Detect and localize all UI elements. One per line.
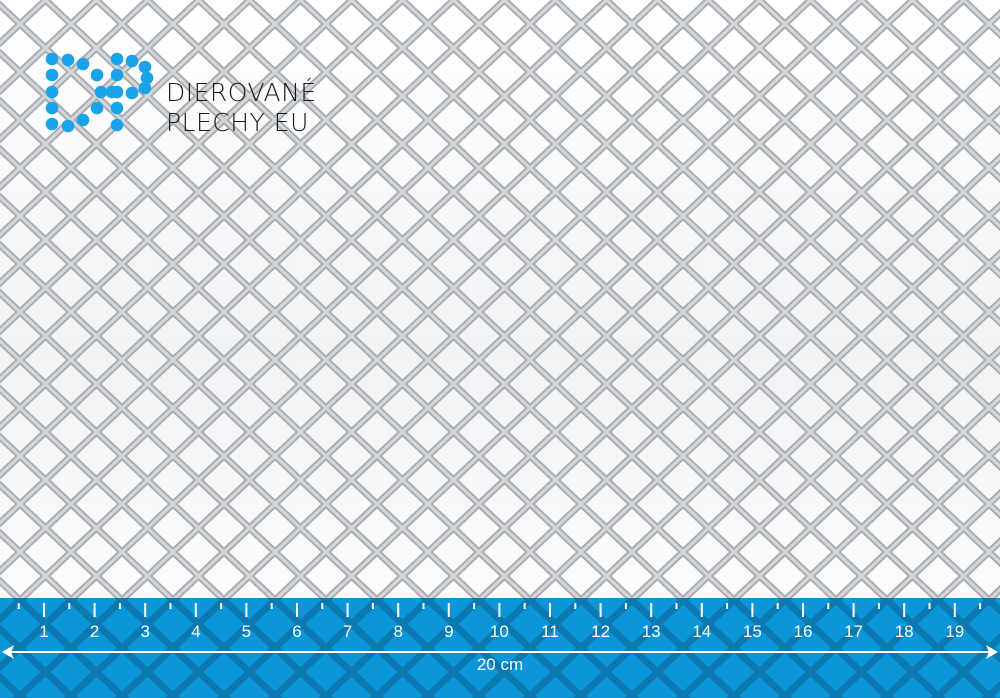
- logo-dot: [90, 101, 104, 115]
- ruler-mark-label: 12: [591, 622, 611, 641]
- logo-dot: [105, 85, 119, 99]
- logo-dot: [138, 60, 152, 74]
- logo-dot: [76, 113, 90, 127]
- ruler-mark-label: 1: [39, 622, 49, 641]
- ruler-mark-label: 17: [844, 622, 864, 641]
- logo-mark: [45, 52, 154, 133]
- logo-dot: [140, 71, 154, 85]
- ruler-mark-label: 16: [793, 622, 813, 641]
- ruler-mark-label: 5: [241, 622, 252, 641]
- ruler-mark-label: 15: [742, 622, 762, 641]
- logo-dot: [45, 117, 59, 131]
- logo-dot: [45, 101, 59, 115]
- ruler-mark-label: 11: [541, 622, 559, 641]
- logo-dot: [45, 85, 59, 99]
- ruler-mark-label: 10: [489, 622, 509, 641]
- logo-dot: [45, 68, 59, 82]
- logo-dot: [61, 119, 75, 133]
- logo-dot: [110, 101, 124, 115]
- logo-dot: [76, 57, 90, 71]
- ruler-mark-label: 3: [140, 622, 150, 641]
- logo-dot: [110, 68, 124, 82]
- ruler-mark-label: 6: [292, 622, 302, 641]
- logo-dot: [125, 86, 139, 100]
- ruler-mark-label: 8: [393, 622, 403, 641]
- ruler-mark-label: 19: [945, 622, 965, 641]
- logo-dot: [110, 52, 124, 66]
- arrow-left-icon: [2, 645, 14, 659]
- logo-dot: [45, 52, 59, 66]
- logo-dot: [125, 54, 139, 68]
- logo-dot: [138, 81, 152, 95]
- logo-dot: [94, 85, 108, 99]
- brand-name-line2: PLECHY EU: [166, 108, 309, 137]
- ruler-band: [0, 598, 1000, 698]
- ruler-length-label: 20 cm: [476, 655, 524, 674]
- arrow-right-icon: [986, 645, 998, 659]
- logo-dot: [61, 53, 75, 67]
- ruler-mark-label: 2: [89, 622, 100, 641]
- logo-dot: [90, 68, 104, 82]
- ruler-mark-label: 9: [444, 622, 454, 641]
- ruler-mark-label: 13: [641, 622, 661, 641]
- ruler-mark-label: 18: [894, 622, 914, 641]
- logo-dot: [110, 118, 124, 132]
- ruler-mark-label: 4: [191, 622, 201, 641]
- ruler-mark-label: 14: [692, 622, 712, 641]
- brand-name-line1: DIEROVANÉ: [166, 78, 317, 107]
- ruler-mark-label: 7: [342, 622, 353, 641]
